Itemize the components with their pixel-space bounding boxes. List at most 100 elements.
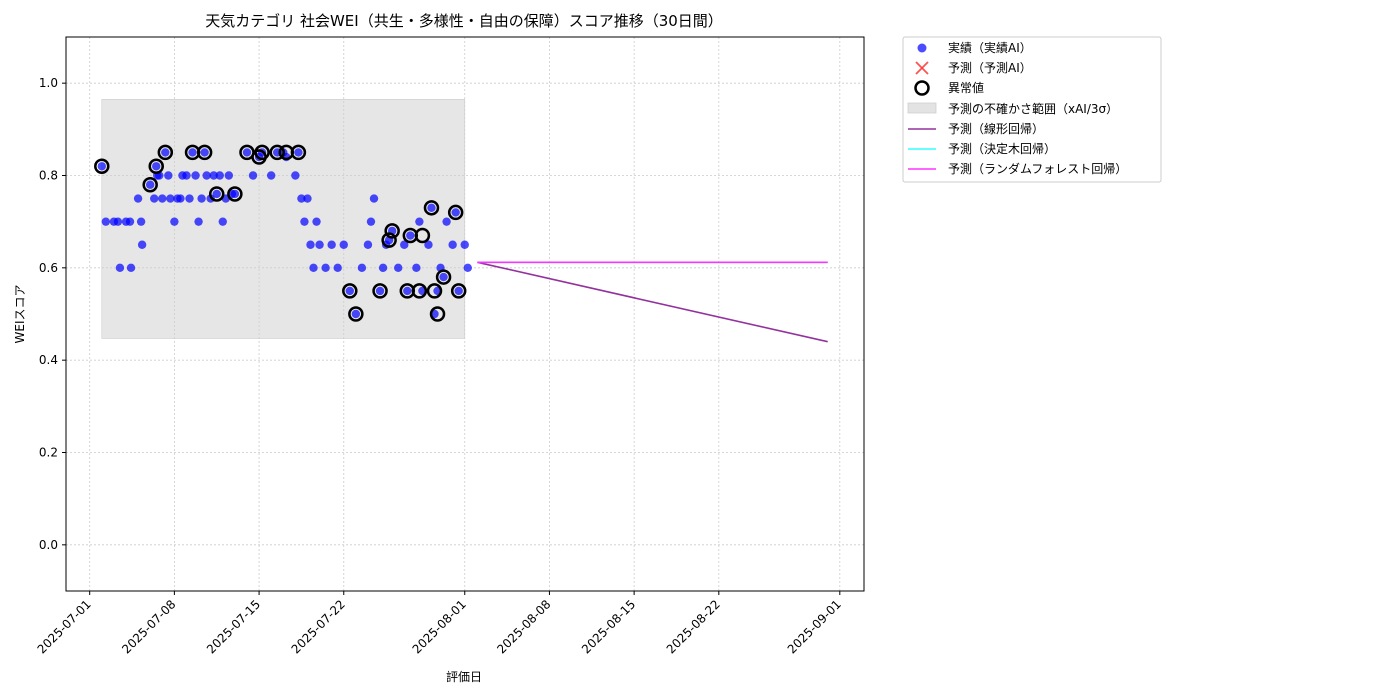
actual-point <box>427 203 436 213</box>
actual-point <box>152 162 161 171</box>
actual-point <box>321 263 330 273</box>
actual-point <box>406 231 415 240</box>
actual-point <box>133 194 143 203</box>
legend-actual-marker <box>917 43 927 53</box>
anomaly-point <box>381 232 397 248</box>
anomaly-point <box>435 269 452 285</box>
actual-point <box>197 194 206 203</box>
actual-point <box>442 217 451 226</box>
legend-predicted-label: 予測（予測AI） <box>948 61 1032 75</box>
actual-point <box>327 240 336 249</box>
actual-point <box>366 217 376 226</box>
actual-point <box>400 240 409 249</box>
anomaly-point <box>411 283 428 299</box>
anomaly-point <box>148 158 164 175</box>
actual-point <box>375 286 385 296</box>
actual-point <box>309 263 318 273</box>
legend-forest-label: 予測（ランダムフォレスト回帰） <box>948 161 1127 176</box>
actual-point <box>312 217 321 226</box>
actual-point <box>315 240 324 249</box>
actual-point <box>126 263 136 273</box>
actual-point <box>266 171 276 180</box>
actual-point <box>333 263 342 273</box>
y-tick-label: 0.2 <box>39 446 58 460</box>
chart-title: 天気カテゴリ 社会WEI（共生・多様性・自由の保障）スコア推移（30日間） <box>205 12 723 30</box>
legend-frame <box>902 36 1162 183</box>
actual-point <box>136 217 146 226</box>
anomaly-point <box>429 306 446 322</box>
actual-point <box>113 217 123 226</box>
x-tick-label: 2025-07-22 <box>289 597 348 656</box>
actual-point <box>185 194 194 203</box>
actual-point <box>161 148 170 157</box>
anomaly-points-layer <box>94 144 467 322</box>
forecast-lines-layer <box>477 261 828 343</box>
y-tick-label: 0.0 <box>39 538 58 552</box>
actual-point <box>454 286 463 296</box>
y-tick-label: 1.0 <box>39 76 58 90</box>
actual-point <box>369 194 379 203</box>
anomaly-point <box>447 204 464 221</box>
actual-point <box>176 194 185 203</box>
y-axis-label: WEIスコア <box>13 285 27 344</box>
actual-point <box>215 171 224 180</box>
actual-point <box>218 217 227 226</box>
actual-point <box>115 263 125 273</box>
actual-point <box>145 180 155 189</box>
anomaly-point <box>227 186 243 202</box>
actual-point <box>363 240 373 249</box>
legend-linear-label: 予測（線形回帰） <box>948 121 1044 136</box>
grid-layer <box>66 37 864 591</box>
x-tick-label: 2025-09-01 <box>785 597 844 656</box>
actual-point <box>230 189 240 199</box>
x-tick-label: 2025-08-08 <box>494 597 553 656</box>
actual-point <box>297 194 306 203</box>
actual-point <box>412 263 421 273</box>
x-tick-label: 2025-08-15 <box>579 597 638 656</box>
actual-point <box>345 286 355 296</box>
uncertainty-band <box>101 99 466 339</box>
anomaly-point <box>414 227 431 244</box>
actual-point <box>202 171 211 180</box>
actual-point <box>242 148 252 157</box>
actual-point <box>209 171 218 180</box>
anomaly-point <box>342 283 358 299</box>
actual-point <box>166 194 175 203</box>
actual-point <box>101 217 111 226</box>
actual-point <box>415 217 424 226</box>
x-axis-label: 評価日 <box>446 669 482 684</box>
actual-point <box>212 189 221 199</box>
anomaly-point <box>142 176 158 193</box>
legend-tree-label: 予測（決定木回帰） <box>948 141 1056 156</box>
anomaly-point <box>450 283 467 299</box>
actual-point <box>378 263 388 273</box>
y-tick-label: 0.8 <box>39 169 58 183</box>
actual-point <box>463 263 472 273</box>
actual-point <box>97 162 106 171</box>
legend-predicted-marker <box>915 61 929 75</box>
anomaly-point <box>94 158 110 175</box>
actual-point <box>137 240 147 249</box>
legend-anomaly-label: 異常値 <box>948 80 984 95</box>
actual-point <box>294 148 303 157</box>
anomaly-point <box>208 186 225 202</box>
legend-band-swatch <box>907 102 937 114</box>
actual-point <box>394 263 403 273</box>
anomaly-point <box>384 223 400 239</box>
uncertainty-band-layer <box>101 99 466 339</box>
y-tick-label: 0.4 <box>39 353 58 367</box>
anomaly-point <box>290 144 307 161</box>
actual-point <box>303 194 312 203</box>
actual-point <box>448 240 457 249</box>
anomaly-point <box>196 144 213 161</box>
actual-point <box>291 171 300 180</box>
legend-band-label: 予測の不確かさ範囲（xAI/3σ） <box>948 101 1118 116</box>
actual-point <box>357 263 367 273</box>
legend-actual-label: 実績（実績AI） <box>948 40 1032 55</box>
actual-point <box>150 194 159 203</box>
x-tick-label: 2025-07-08 <box>119 597 178 656</box>
linear-forecast-line <box>477 261 828 343</box>
actual-point <box>188 148 197 157</box>
actual-point <box>403 286 412 296</box>
